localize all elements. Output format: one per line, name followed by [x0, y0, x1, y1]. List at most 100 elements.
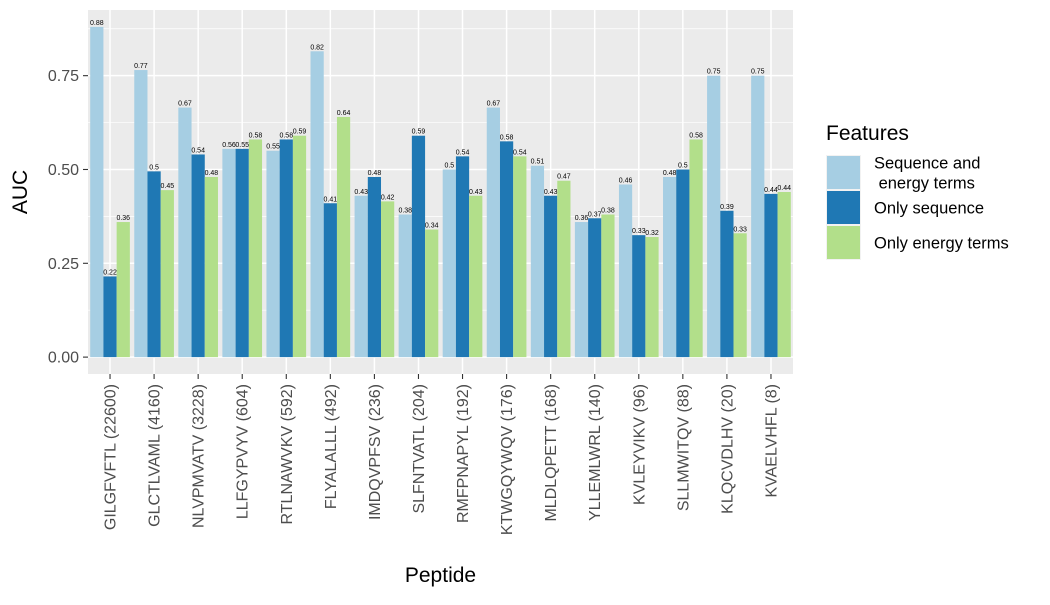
bar — [663, 176, 677, 358]
bar-data-label: 0.38 — [398, 208, 412, 215]
bar — [588, 218, 602, 358]
bar — [147, 171, 161, 358]
bar-data-label: 0.47 — [557, 174, 571, 181]
bar — [557, 180, 571, 358]
bar — [336, 116, 351, 358]
x-tick-label: NLVPMVATV (3228) — [191, 384, 208, 528]
bar — [499, 141, 514, 358]
bar-data-label: 0.42 — [381, 194, 395, 201]
x-tick-label: KVAELVHFL (8) — [763, 384, 780, 498]
bar — [235, 148, 249, 358]
bar — [178, 107, 192, 358]
bar — [116, 222, 130, 358]
bar — [618, 184, 633, 358]
bar-data-label: 0.59 — [412, 129, 426, 136]
bar-data-label: 0.67 — [178, 101, 192, 108]
legend-label-line: Only sequence — [874, 200, 984, 218]
bar — [707, 75, 721, 358]
x-tick-label: LLFGYPVYV (604) — [235, 384, 252, 519]
bar-data-label: 0.54 — [456, 149, 470, 156]
bar-data-label: 0.44 — [777, 185, 791, 192]
bar-data-label: 0.54 — [513, 149, 527, 156]
bar — [266, 150, 280, 358]
bar-data-label: 0.58 — [249, 132, 263, 139]
bar — [103, 276, 117, 358]
bar-data-label: 0.58 — [500, 134, 514, 141]
bar — [544, 195, 558, 358]
y-tick-label: 0.00 — [48, 350, 79, 367]
bar — [222, 148, 236, 358]
bar — [530, 165, 545, 358]
bar — [442, 169, 456, 358]
y-tick-label: 0.75 — [48, 68, 79, 85]
bar — [469, 195, 483, 358]
x-tick-label: KVLEYVIKV (96) — [631, 384, 648, 505]
bar — [367, 176, 382, 358]
bar — [381, 201, 395, 358]
bar — [645, 237, 659, 358]
x-tick-label: RMFPNAPYL (192) — [455, 384, 472, 523]
x-tick-label: SLFNTVATL (204) — [411, 384, 428, 514]
legend-title: Features — [826, 122, 909, 145]
bar — [248, 139, 263, 358]
legend-label: Only energy terms — [874, 235, 1009, 253]
bar-data-label: 0.77 — [134, 63, 148, 70]
bar — [733, 233, 747, 358]
bar-data-label: 0.38 — [601, 208, 615, 215]
bar — [751, 75, 765, 358]
bar-data-label: 0.33 — [733, 226, 747, 233]
bar-data-label: 0.64 — [337, 110, 351, 117]
bar-data-label: 0.43 — [354, 189, 368, 196]
x-tick-label: SLLMWITQV (88) — [675, 384, 692, 511]
bar-data-label: 0.75 — [751, 69, 765, 76]
bar-data-label: 0.75 — [707, 69, 721, 76]
bar-data-label: 0.5 — [149, 164, 159, 171]
bar-data-label: 0.43 — [544, 189, 558, 196]
bar — [632, 235, 646, 358]
bar-data-label: 0.55 — [235, 142, 249, 149]
bar — [292, 135, 307, 358]
bar-data-label: 0.58 — [279, 132, 293, 139]
x-tick-label: MLDLQPETT (168) — [543, 384, 560, 522]
bar-data-label: 0.88 — [90, 20, 104, 27]
bar-data-label: 0.32 — [645, 230, 659, 237]
bar-data-label: 0.22 — [103, 269, 117, 276]
x-tick-label: KTWGQYWQV (176) — [499, 384, 516, 535]
bar-data-label: 0.39 — [720, 204, 734, 211]
bar-data-label: 0.43 — [469, 189, 483, 196]
bar — [279, 139, 293, 358]
bar — [689, 139, 703, 358]
legend-label-line: energy terms — [874, 175, 975, 193]
bar-data-label: 0.44 — [764, 187, 778, 194]
x-tick-label: GLCTLVAML (4160) — [147, 384, 164, 527]
bar — [411, 135, 426, 358]
legend-key — [827, 191, 860, 224]
bar-data-label: 0.55 — [266, 144, 280, 151]
bar — [676, 169, 690, 358]
x-axis-title: Peptide — [405, 564, 476, 587]
bar-data-label: 0.48 — [205, 170, 219, 177]
bar-data-label: 0.36 — [116, 215, 130, 222]
bar — [310, 51, 324, 358]
legend-key — [827, 226, 860, 259]
bar — [191, 154, 205, 358]
bar — [777, 192, 791, 358]
bar-data-label: 0.48 — [663, 170, 677, 177]
bar-data-label: 0.5 — [444, 162, 454, 169]
legend-label: Only sequence — [874, 200, 984, 218]
x-tick-label: RTLNAWVKV (592) — [279, 384, 296, 524]
x-tick-label: GILGFVFTL (22600) — [103, 384, 120, 530]
bar — [425, 229, 439, 358]
legend-key — [827, 156, 860, 189]
bar-data-label: 0.82 — [310, 44, 324, 51]
bar-data-label: 0.37 — [588, 211, 602, 218]
bar-data-label: 0.54 — [191, 147, 205, 154]
bar-data-label: 0.56 — [222, 142, 236, 149]
y-tick-label: 0.25 — [48, 256, 79, 273]
legend-label: Sequence and energy terms — [874, 155, 980, 193]
legend-label-line: Sequence and — [874, 155, 980, 173]
bar — [160, 190, 174, 358]
bar — [720, 210, 734, 358]
bar — [134, 70, 148, 358]
